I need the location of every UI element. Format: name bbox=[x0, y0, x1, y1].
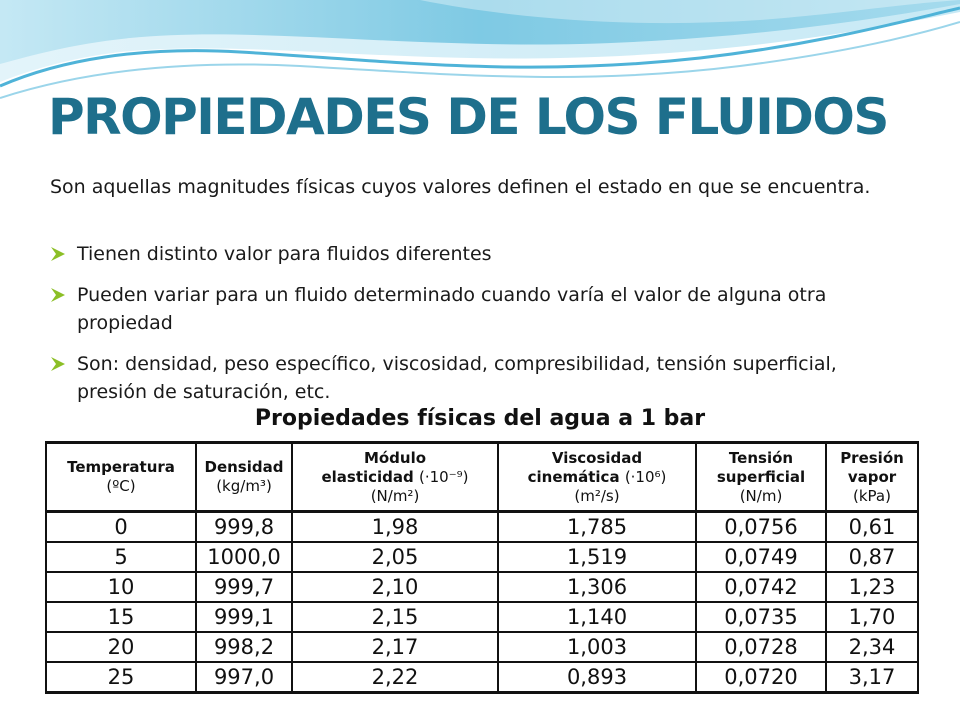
table-cell: 2,05 bbox=[291, 541, 499, 573]
water-properties-table-image: Propiedades físicas del agua a 1 bar Tem… bbox=[42, 403, 919, 699]
table-cell: 2,10 bbox=[291, 571, 499, 603]
table-cell: 997,0 bbox=[195, 661, 293, 694]
table-cell: 0,0720 bbox=[695, 661, 827, 694]
table-row: 0 999,8 1,98 1,785 0,0756 0,61 bbox=[45, 510, 919, 543]
bullet-item: Son: densidad, peso específico, viscosid… bbox=[50, 350, 890, 406]
table-cell: 0,61 bbox=[825, 510, 919, 543]
table-cell: 0,87 bbox=[825, 541, 919, 573]
slide-title: PROPIEDADES DE LOS FLUIDOS bbox=[48, 88, 889, 146]
header-kinematic-viscosity: Viscosidad cinemática (·10⁶) (m²/s) bbox=[497, 441, 697, 513]
header-elasticity-modulus: Módulo elasticidad (·10⁻⁹) (N/m²) bbox=[291, 441, 499, 513]
table-cell: 1,785 bbox=[497, 510, 697, 543]
table-cell: 1,70 bbox=[825, 601, 919, 633]
table-caption: Propiedades físicas del agua a 1 bar bbox=[254, 406, 706, 431]
water-properties-table: Temperatura (ºC) Densidad (kg/m³) Módulo… bbox=[45, 441, 919, 694]
table-cell: 0,893 bbox=[497, 661, 697, 694]
header-vapor-pressure: Presión vapor (kPa) bbox=[825, 441, 919, 513]
table-cell: 2,17 bbox=[291, 631, 499, 663]
arrow-bullet-icon bbox=[51, 357, 65, 371]
bullet-list: Tienen distinto valor para fluidos difer… bbox=[50, 240, 890, 419]
table-cell: 20 bbox=[45, 631, 197, 663]
table-row: 20 998,2 2,17 1,003 0,0728 2,34 bbox=[45, 631, 919, 663]
table-row: 5 1000,0 2,05 1,519 0,0749 0,87 bbox=[45, 541, 919, 573]
table-cell: 2,34 bbox=[825, 631, 919, 663]
table-cell: 0 bbox=[45, 510, 197, 543]
table-row: 10 999,7 2,10 1,306 0,0742 1,23 bbox=[45, 571, 919, 603]
table-cell: 999,7 bbox=[195, 571, 293, 603]
bullet-item: Pueden variar para un fluido determinado… bbox=[50, 281, 890, 337]
table-row: 15 999,1 2,15 1,140 0,0735 1,70 bbox=[45, 601, 919, 633]
table-cell: 0,0749 bbox=[695, 541, 827, 573]
table-cell: 15 bbox=[45, 601, 197, 633]
header-density: Densidad (kg/m³) bbox=[195, 441, 293, 513]
bullet-text: Son: densidad, peso específico, viscosid… bbox=[77, 353, 837, 403]
table-cell: 1,003 bbox=[497, 631, 697, 663]
table-row: 25 997,0 2,22 0,893 0,0720 3,17 bbox=[45, 661, 919, 694]
table-cell: 3,17 bbox=[825, 661, 919, 694]
table-cell: 0,0735 bbox=[695, 601, 827, 633]
table-cell: 1,140 bbox=[497, 601, 697, 633]
table-cell: 999,8 bbox=[195, 510, 293, 543]
table-cell: 5 bbox=[45, 541, 197, 573]
header-surface-tension: Tensión superficial (N/m) bbox=[695, 441, 827, 513]
table-cell: 999,1 bbox=[195, 601, 293, 633]
table-header-row: Temperatura (ºC) Densidad (kg/m³) Módulo… bbox=[45, 441, 919, 513]
bullet-item: Tienen distinto valor para fluidos difer… bbox=[50, 240, 890, 268]
table-cell: 10 bbox=[45, 571, 197, 603]
intro-paragraph: Son aquellas magnitudes físicas cuyos va… bbox=[50, 176, 871, 198]
table-cell: 2,15 bbox=[291, 601, 499, 633]
table-cell: 1,23 bbox=[825, 571, 919, 603]
decorative-wave-header bbox=[0, 0, 960, 99]
table-cell: 1,98 bbox=[291, 510, 499, 543]
bullet-text: Pueden variar para un fluido determinado… bbox=[77, 284, 827, 334]
table-cell: 25 bbox=[45, 661, 197, 694]
table-cell: 1000,0 bbox=[195, 541, 293, 573]
table-cell: 1,519 bbox=[497, 541, 697, 573]
table-cell: 0,0728 bbox=[695, 631, 827, 663]
table-cell: 0,0742 bbox=[695, 571, 827, 603]
table-cell: 998,2 bbox=[195, 631, 293, 663]
table-cell: 0,0756 bbox=[695, 510, 827, 543]
header-temperature: Temperatura (ºC) bbox=[45, 441, 197, 513]
bullet-text: Tienen distinto valor para fluidos difer… bbox=[77, 243, 492, 265]
arrow-bullet-icon bbox=[51, 288, 65, 302]
arrow-bullet-icon bbox=[51, 247, 65, 261]
table-cell: 1,306 bbox=[497, 571, 697, 603]
table-cell: 2,22 bbox=[291, 661, 499, 694]
